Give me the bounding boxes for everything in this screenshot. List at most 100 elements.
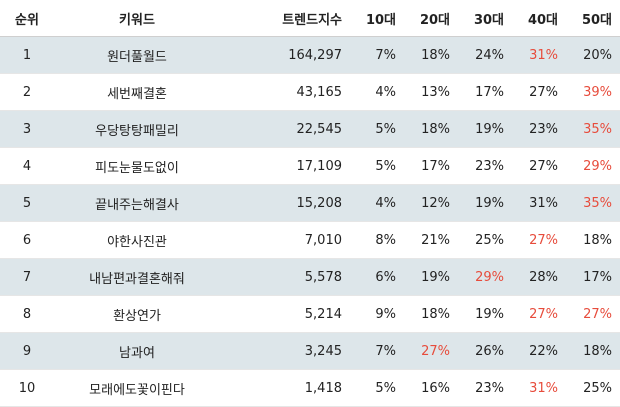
age-share-cell: 17% [458,73,512,111]
table-row: 1 원더풀월드 164,297 7% 18% 24% 31% 20% [0,36,620,74]
age-share-cell: 35% [566,184,620,222]
age-share-cell: 23% [458,147,512,185]
age-share-cell: 7% [350,332,404,370]
age-share-cell: 18% [566,221,620,259]
age-share-cell: 19% [458,295,512,333]
age-share-cell: 23% [458,369,512,407]
rank-cell: 2 [0,73,54,111]
age-share-cell: 31% [512,36,566,74]
header-rank: 순위 [0,0,54,37]
age-share-cell: 19% [404,258,458,296]
keyword-cell: 야한사진관 [54,221,220,259]
age-share-cell: 18% [404,110,458,148]
header-age-50s: 50대 [566,0,620,37]
age-share-cell: 25% [566,369,620,407]
table-row: 8 환상연가 5,214 9% 18% 19% 27% 27% [0,295,620,333]
header-keyword: 키워드 [54,0,220,37]
rank-cell: 8 [0,295,54,333]
trend-index-cell: 7,010 [220,221,350,259]
age-share-cell: 20% [566,36,620,74]
rank-cell: 9 [0,332,54,370]
age-share-cell: 31% [512,369,566,407]
age-share-cell: 17% [404,147,458,185]
age-share-cell: 27% [566,295,620,333]
keyword-cell: 우당탕탕패밀리 [54,110,220,148]
trend-index-cell: 1,418 [220,369,350,407]
trend-index-cell: 15,208 [220,184,350,222]
age-share-cell: 31% [512,184,566,222]
table-header-row: 순위 키워드 트렌드지수 10대 20대 30대 40대 50대 [0,0,620,37]
keyword-cell: 환상연가 [54,295,220,333]
age-share-cell: 39% [566,73,620,111]
age-share-cell: 29% [566,147,620,185]
header-trend-index: 트렌드지수 [220,0,350,37]
age-share-cell: 23% [512,110,566,148]
age-share-cell: 13% [404,73,458,111]
keyword-cell: 모래에도꽃이핀다 [54,369,220,407]
table-row: 9 남과여 3,245 7% 27% 26% 22% 18% [0,332,620,370]
rank-cell: 7 [0,258,54,296]
trend-index-cell: 164,297 [220,36,350,74]
keyword-cell: 내남편과결혼해줘 [54,258,220,296]
keyword-cell: 피도눈물도없이 [54,147,220,185]
age-share-cell: 28% [512,258,566,296]
header-age-40s: 40대 [512,0,566,37]
table-body: 1 원더풀월드 164,297 7% 18% 24% 31% 20% 2 세번째결혼 43,165 4… [0,36,620,407]
trend-index-cell: 22,545 [220,110,350,148]
age-share-cell: 12% [404,184,458,222]
rank-cell: 3 [0,110,54,148]
age-share-cell: 4% [350,73,404,111]
trend-index-cell: 5,578 [220,258,350,296]
age-share-cell: 19% [458,184,512,222]
age-share-cell: 5% [350,147,404,185]
trend-index-cell: 17,109 [220,147,350,185]
age-share-cell: 6% [350,258,404,296]
table-row: 2 세번째결혼 43,165 4% 13% 17% 27% 39% [0,73,620,111]
rank-cell: 10 [0,369,54,407]
trend-index-cell: 5,214 [220,295,350,333]
keyword-cell: 남과여 [54,332,220,370]
age-share-cell: 18% [404,295,458,333]
table-row: 7 내남편과결혼해줘 5,578 6% 19% 29% 28% 17% [0,258,620,296]
age-share-cell: 8% [350,221,404,259]
age-share-cell: 27% [512,147,566,185]
rank-cell: 1 [0,36,54,74]
table-row: 6 야한사진관 7,010 8% 21% 25% 27% 18% [0,221,620,259]
age-share-cell: 16% [404,369,458,407]
header-age-30s: 30대 [458,0,512,37]
age-share-cell: 35% [566,110,620,148]
age-share-cell: 27% [404,332,458,370]
trend-index-cell: 43,165 [220,73,350,111]
header-age-20s: 20대 [404,0,458,37]
age-share-cell: 22% [512,332,566,370]
age-share-cell: 5% [350,110,404,148]
table-row: 10 모래에도꽃이핀다 1,418 5% 16% 23% 31% 25% [0,369,620,407]
age-share-cell: 25% [458,221,512,259]
trend-index-cell: 3,245 [220,332,350,370]
rank-cell: 4 [0,147,54,185]
age-share-cell: 27% [512,73,566,111]
table-row: 3 우당탕탕패밀리 22,545 5% 18% 19% 23% 35% [0,110,620,148]
age-share-cell: 26% [458,332,512,370]
rank-cell: 6 [0,221,54,259]
age-share-cell: 7% [350,36,404,74]
age-share-cell: 17% [566,258,620,296]
rank-cell: 5 [0,184,54,222]
age-share-cell: 18% [404,36,458,74]
age-share-cell: 27% [512,295,566,333]
age-share-cell: 29% [458,258,512,296]
age-share-cell: 27% [512,221,566,259]
table-row: 4 피도눈물도없이 17,109 5% 17% 23% 27% 29% [0,147,620,185]
age-share-cell: 19% [458,110,512,148]
keyword-cell: 끝내주는해결사 [54,184,220,222]
age-share-cell: 5% [350,369,404,407]
header-age-10s: 10대 [350,0,404,37]
keyword-cell: 원더풀월드 [54,36,220,74]
age-share-cell: 18% [566,332,620,370]
age-share-cell: 24% [458,36,512,74]
keyword-cell: 세번째결혼 [54,73,220,111]
age-share-cell: 21% [404,221,458,259]
age-share-cell: 4% [350,184,404,222]
table-row: 5 끝내주는해결사 15,208 4% 12% 19% 31% 35% [0,184,620,222]
